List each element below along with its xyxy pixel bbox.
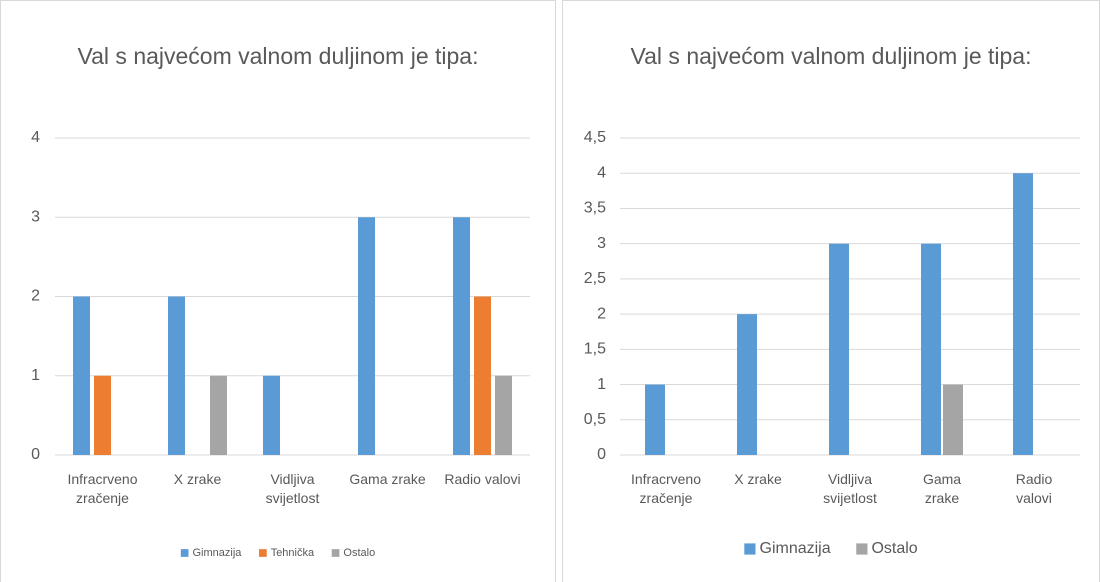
x-tick-label: X zrake [174,471,222,487]
y-tick-label: 4,5 [584,129,606,146]
legend-label: Ostalo [343,547,375,559]
chart-title: Val s najvećom valnom duljinom je tipa: [631,43,1032,69]
y-tick-label: 0 [597,446,606,463]
bar [829,243,849,455]
bar [210,375,227,455]
bar [921,243,941,455]
y-tick-label: 2 [597,305,606,322]
bar [94,375,111,455]
x-tick-label: Infracrveno zračenje [67,471,137,506]
y-tick-label: 3,5 [584,200,606,217]
bar [943,384,963,455]
legend-swatch [744,543,756,555]
y-tick-label: 2 [31,288,40,305]
x-tick-label: X zrake [734,471,782,487]
y-tick-label: 2,5 [584,270,606,287]
y-tick-label: 4 [31,129,40,146]
legend-swatch [856,543,868,555]
x-tick-label: Vidljiva svijetlost [266,471,320,506]
legend-swatch [180,549,189,557]
bar [358,217,375,455]
bar [73,296,90,455]
y-tick-label: 3 [597,235,606,252]
bar [453,217,470,455]
chart-title: Val s najvećom valnom duljinom je tipa: [78,43,479,69]
legend-swatch [331,549,340,557]
bar [495,375,512,455]
bar [168,296,185,455]
y-tick-label: 1 [31,367,40,384]
legend-label: Ostalo [871,540,917,557]
y-tick-label: 0 [31,446,40,463]
x-tick-label: Infracrveno zračenje [631,471,701,506]
x-tick-label: Vidljiva svijetlost [823,471,877,506]
x-tick-label: Gama zrake [349,471,425,487]
bar [1013,173,1033,455]
y-tick-label: 3 [31,208,40,225]
x-tick-label: Gama zrake [923,471,961,506]
bar [737,314,757,455]
bar [263,375,280,455]
y-tick-label: 4 [597,164,606,181]
bar [474,296,491,455]
x-tick-label: Radio valovi [444,471,520,487]
legend-label: Gimnazija [192,547,242,559]
y-tick-label: 1 [597,376,606,393]
bar [645,384,665,455]
x-tick-label: Radio valovi [1016,471,1053,506]
y-tick-label: 0,5 [584,411,606,428]
legend-label: Gimnazija [760,540,831,557]
y-tick-label: 1,5 [584,341,606,358]
legend-label: Tehnička [271,547,315,559]
legend-swatch [258,549,267,557]
